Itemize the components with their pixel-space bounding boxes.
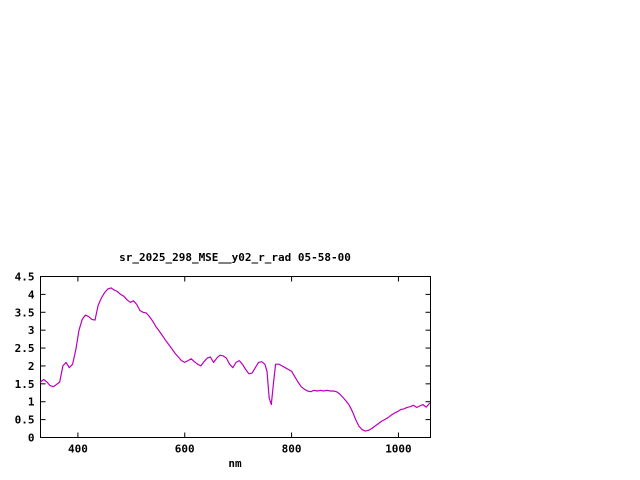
- spectrum-line: [39, 287, 430, 432]
- x-tick-label: 600: [175, 443, 195, 456]
- y-tick-label: 3.5: [15, 306, 35, 319]
- y-tick-label: 3: [28, 324, 35, 337]
- y-tick-label: 1.5: [15, 378, 35, 391]
- axis-tick-labels: 400 600 800 1000 0 0.5 1 1.5 2 2.5 3 3.5 4 4.5: [15, 271, 412, 456]
- y-tick-label: 2: [28, 360, 35, 373]
- x-tick-label: 800: [282, 443, 302, 456]
- y-tick-label: 4: [28, 288, 35, 301]
- axis-ticks: [40, 276, 431, 438]
- y-tick-label: 0: [28, 432, 35, 445]
- y-tick-label: 1: [28, 396, 35, 409]
- plot-border: [40, 276, 431, 438]
- x-tick-label: 1000: [385, 443, 412, 456]
- x-tick-label: 400: [68, 443, 88, 456]
- x-axis-label: nm: [228, 457, 242, 470]
- y-tick-label: 0.5: [15, 414, 35, 427]
- chart-title: sr_2025_298_MSE__y02_r_rad 05-58-00: [119, 251, 351, 264]
- y-tick-label: 4.5: [15, 271, 35, 284]
- y-tick-label: 2.5: [15, 342, 35, 355]
